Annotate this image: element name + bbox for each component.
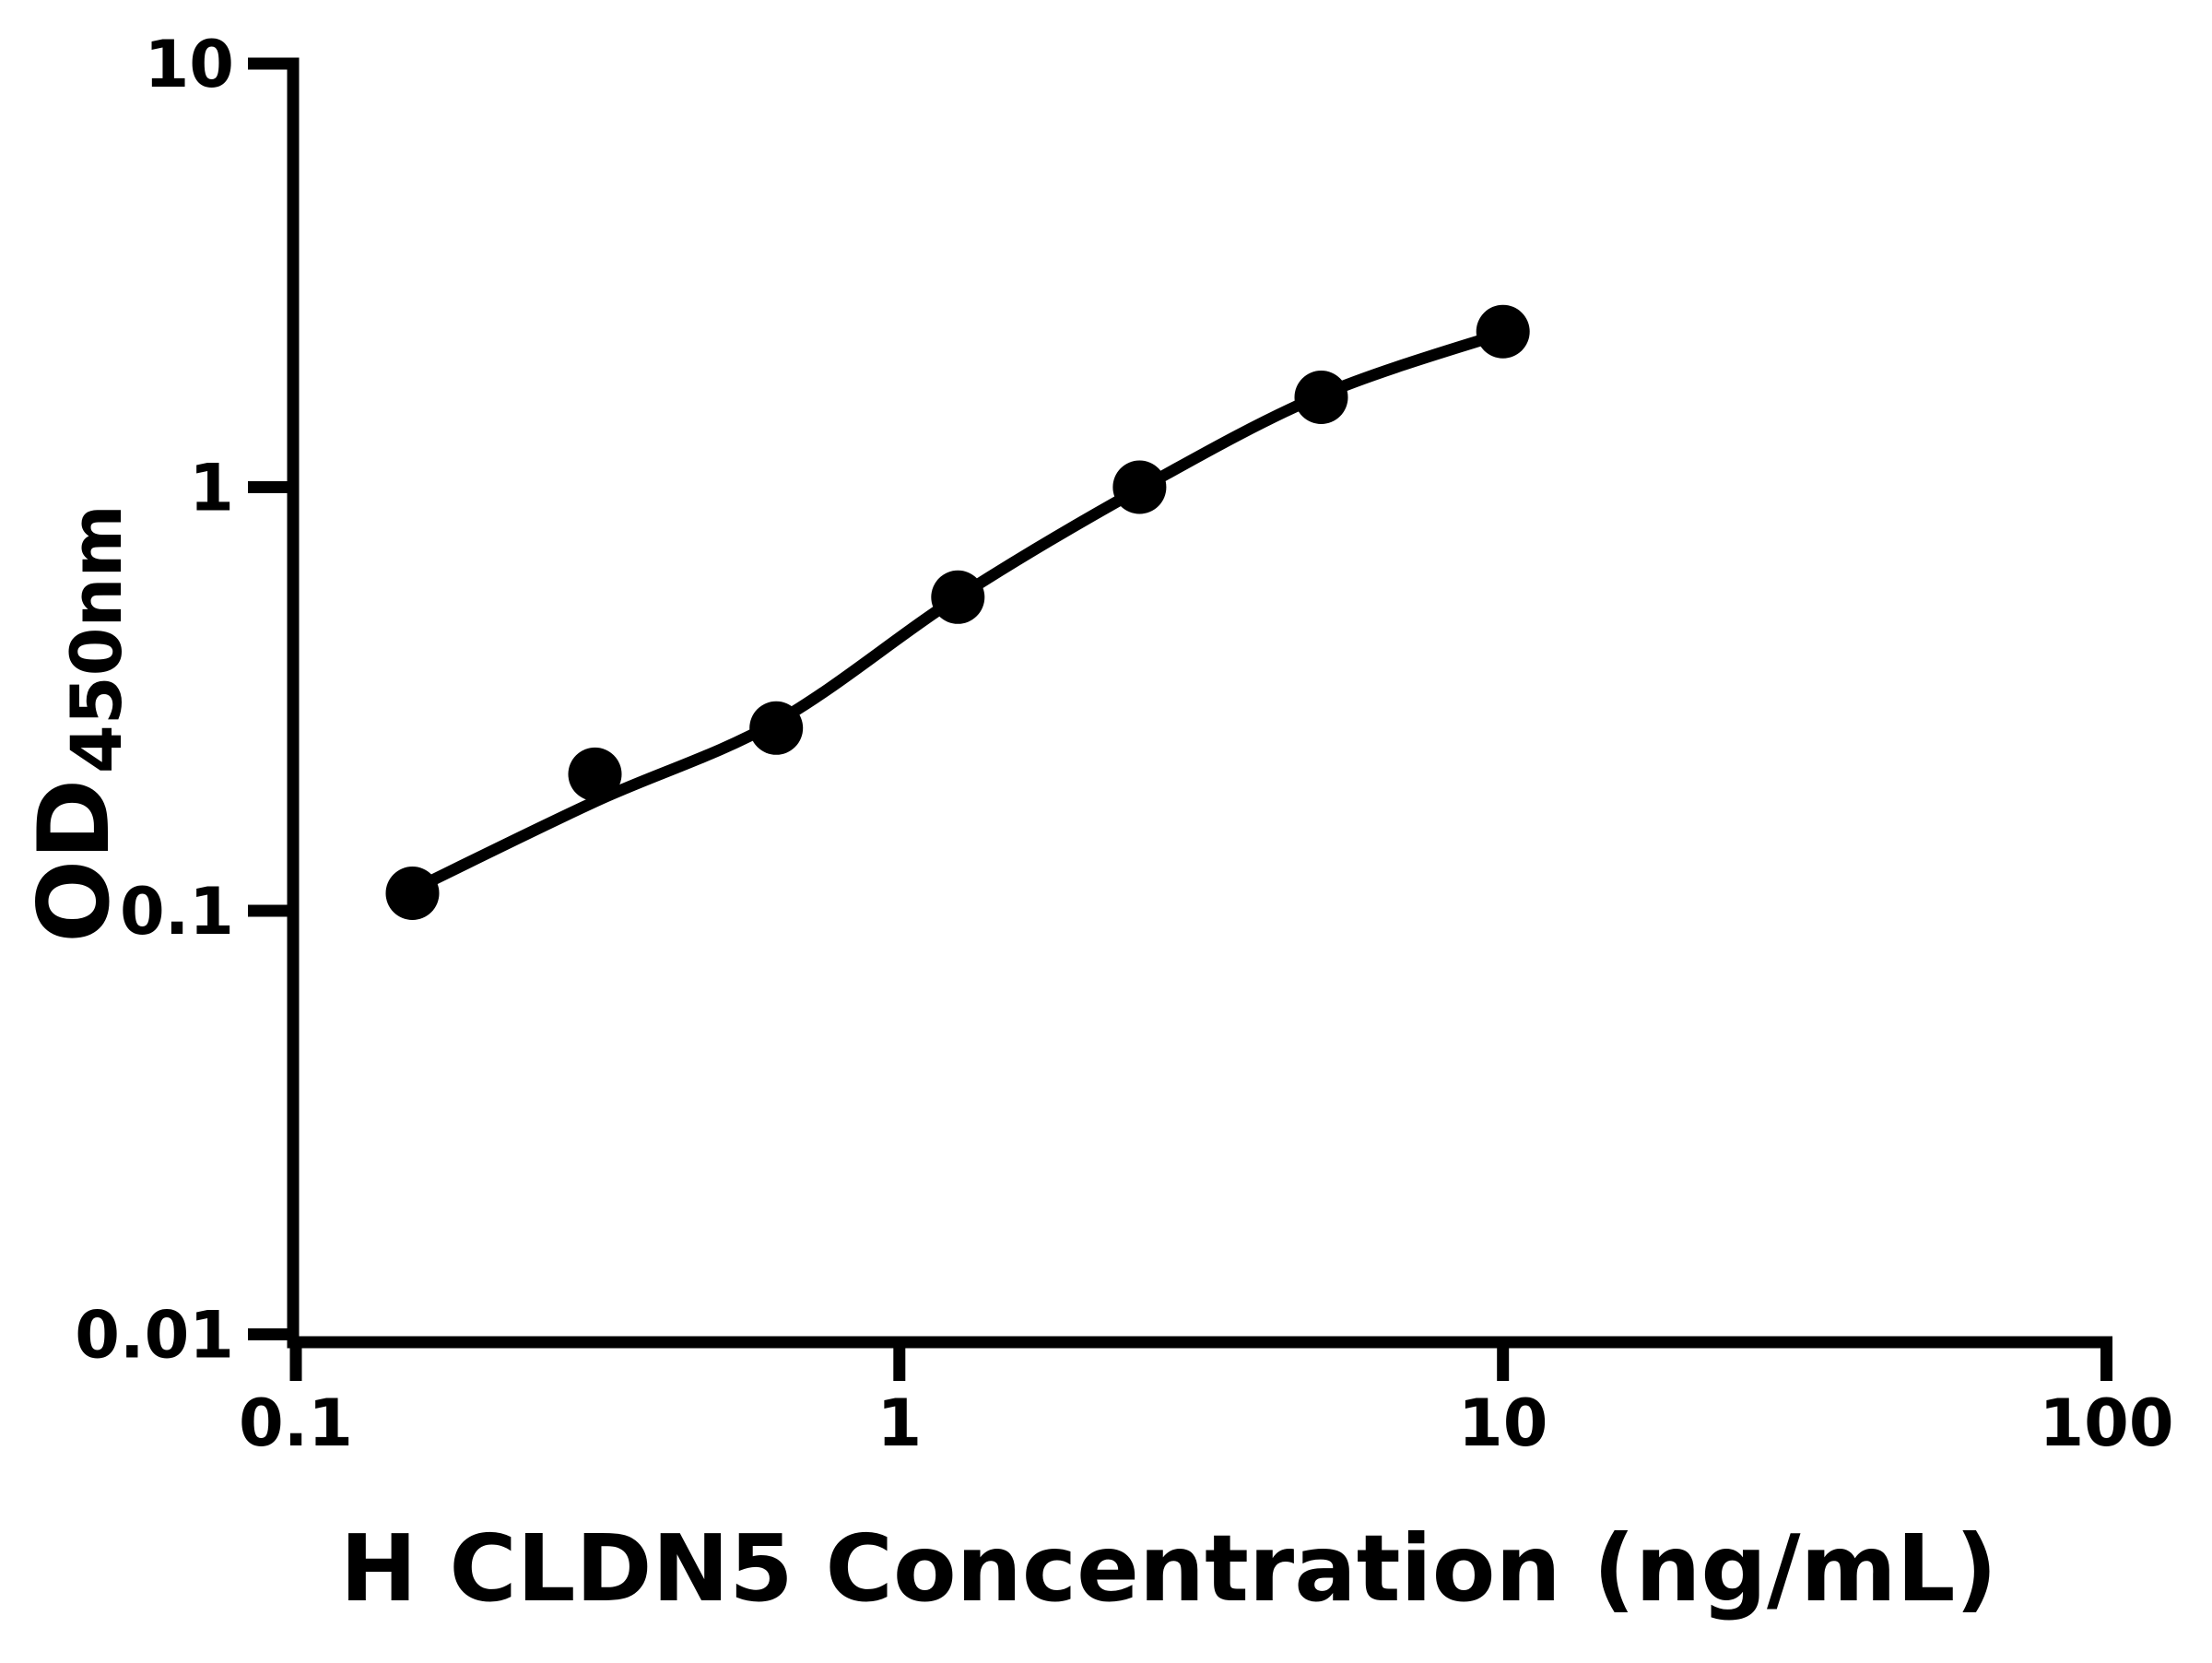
x-axis-title: H CLDN5 Concentration (ng/mL)	[340, 1515, 1997, 1622]
x-tick-label: 10	[1458, 1386, 1547, 1461]
data-point-layer	[385, 304, 1530, 920]
x-tick-label: 0.1	[239, 1386, 353, 1461]
data-point	[1112, 460, 1167, 514]
y-tick-label: 0.01	[75, 1298, 234, 1374]
data-point	[568, 747, 622, 801]
y-axis-ticks: 10 1 0.1 0.01	[75, 27, 293, 1374]
x-tick-label: 100	[2039, 1386, 2173, 1461]
data-point	[1476, 304, 1530, 359]
y-tick-label: 1	[189, 451, 234, 526]
data-point	[385, 867, 440, 920]
y-axis-title-main: OD	[18, 779, 131, 943]
y-axis-title-subscript: 450nm	[55, 504, 137, 773]
data-point	[749, 701, 804, 755]
x-axis-ticks: 0.1 1 10 100	[239, 1342, 2174, 1461]
y-tick-label: 0.1	[120, 874, 234, 949]
data-point	[1294, 371, 1348, 424]
x-tick-label: 1	[877, 1386, 922, 1461]
y-axis-title: OD 450nm	[18, 504, 137, 943]
data-point	[931, 570, 985, 624]
y-tick-label: 10	[145, 27, 234, 102]
